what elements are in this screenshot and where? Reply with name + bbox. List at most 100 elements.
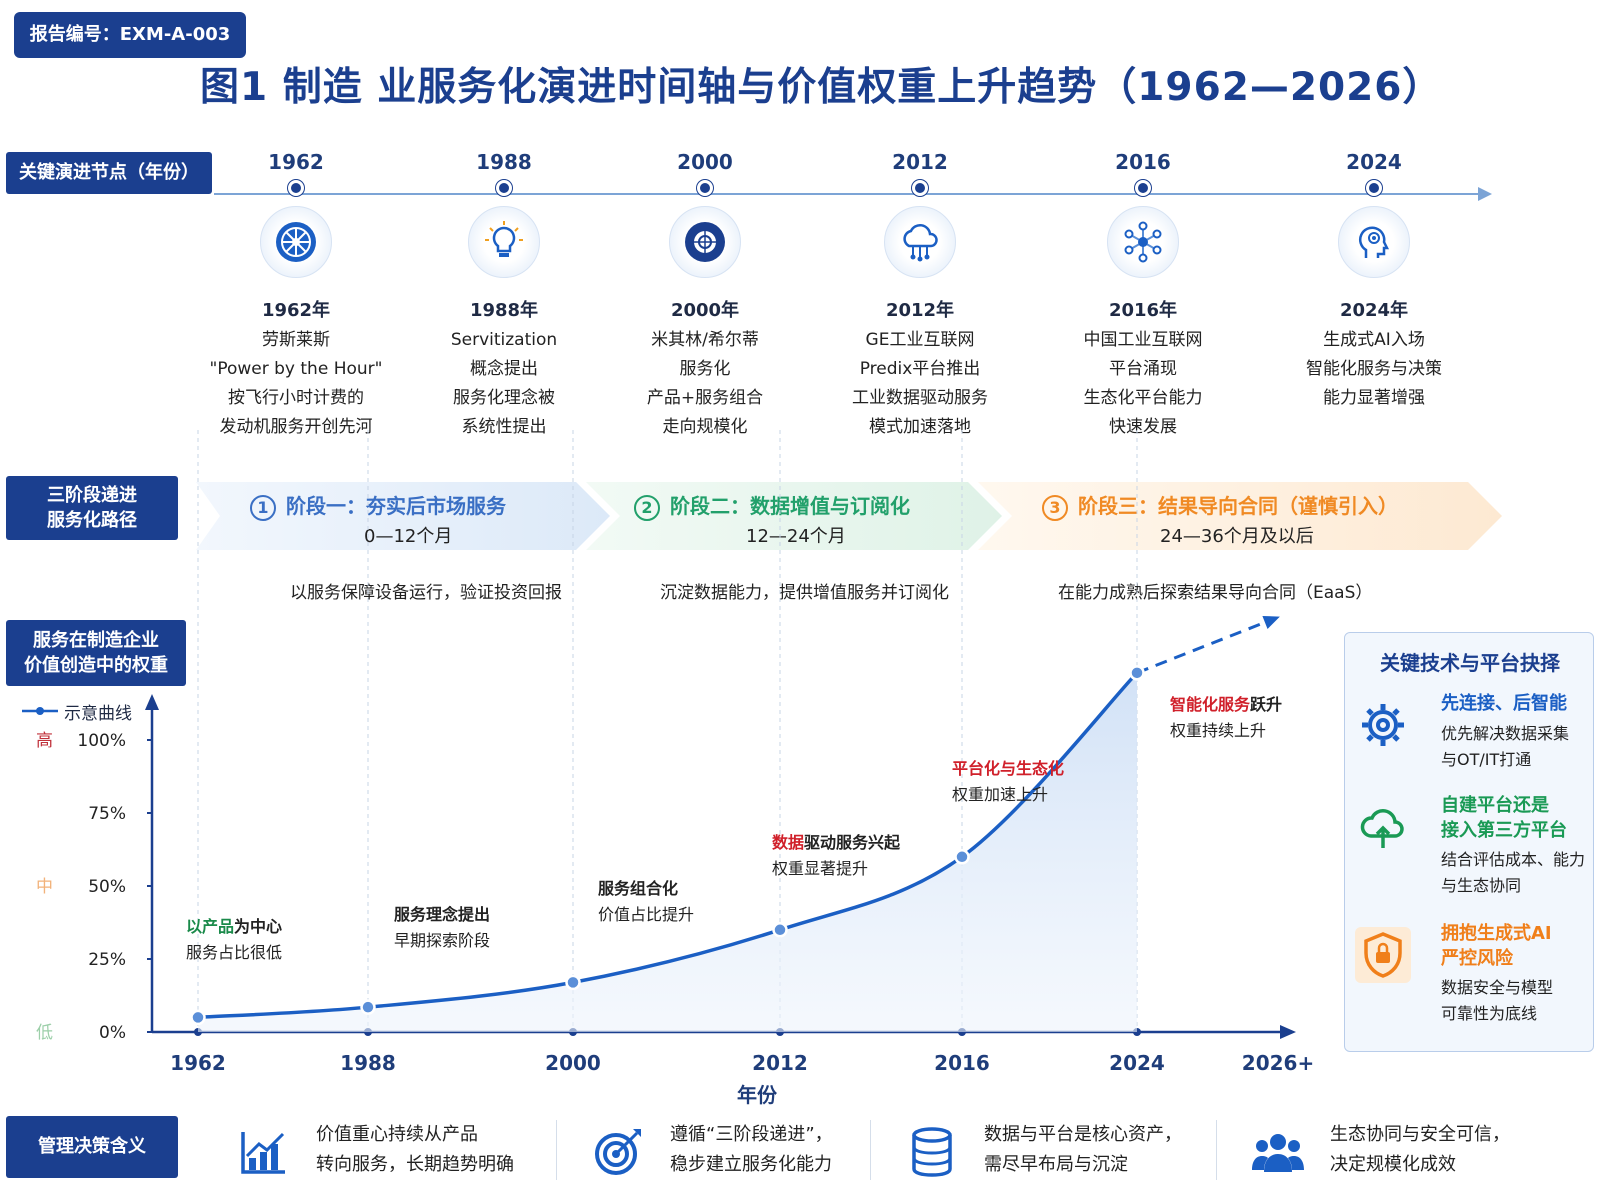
management-section-label: 管理决策含义 <box>6 1116 178 1178</box>
node-title: 2016年 <box>1108 300 1178 321</box>
jet-engine-icon <box>260 206 332 278</box>
stage-number-badge: 3 <box>1042 495 1068 521</box>
chart-annotation-3: 服务组合化 价值占比提升 <box>598 879 695 924</box>
chart-annotation-1: 以产品为中心 服务占比很低 <box>186 917 283 962</box>
report-number-tag: 报告编号：EXM-A-003 <box>14 12 246 58</box>
data-point-1962 <box>190 1009 206 1026</box>
gear-icon <box>1355 697 1411 753</box>
timeline-node-1962: 1962 1962年 劳斯莱斯 "Power by the Hour" 按飞行小时计… <box>186 150 406 437</box>
timeline-axis-arrow <box>1478 187 1492 201</box>
page-title: 图1 制造 业服务化演进时间轴与价值权重上升趋势（1962—2026） <box>200 65 1443 110</box>
series-line <box>197 671 1139 1020</box>
node-description: 劳斯莱斯 "Power by the Hour" 按飞行小时计费的 发动机服务开创先河 <box>209 330 383 437</box>
y-level-label-high: 高 <box>36 731 53 751</box>
stage-number-badge: 1 <box>250 495 276 521</box>
chart-section-label: 服务在制造企业 价值创造中的权重 <box>6 620 186 686</box>
tech-item-description: 数据安全与模型 可靠性为底线 <box>1441 978 1554 1023</box>
data-point-2012 <box>772 922 788 938</box>
node-title: 1988年 <box>469 300 539 321</box>
node-description: GE工业互联网 Predix平台推出 工业数据驱动服务 模式加速落地 <box>852 330 988 437</box>
stage-1-arrow <box>196 482 610 550</box>
timeline-node-1988: 1988 1988年 Servitization 概念提出 服务化理念被 系统性提出 <box>394 150 614 437</box>
stage-number-badge: 2 <box>634 495 660 521</box>
database-icon <box>904 1124 960 1180</box>
node-description: 米其林/希尔蒂 服务化 产品+服务组合 走向规模化 <box>646 330 764 437</box>
node-description: 中国工业互联网 平台涌现 生态化平台能力 快速发展 <box>1083 330 1203 437</box>
y-axis-arrow <box>145 694 159 710</box>
target-icon <box>590 1124 646 1180</box>
stage-3-arrow <box>978 482 1502 550</box>
timeline-node-2024: 2024 2024年 生成式AI入场 智能化服务与决策 能力显著增强 <box>1264 150 1484 408</box>
divider <box>556 1120 557 1180</box>
timeline-node-2016: 2016 2016年 中国工业互联网 平台涌现 生态化平台能力 快速发展 <box>1033 150 1253 437</box>
data-point-2016 <box>954 849 970 865</box>
timeline-node-2012: 2012 2012年 GE工业互联网 Predix平台推出 工业数据驱动服务 模式加速… <box>810 150 1030 437</box>
growth-chart-icon <box>236 1124 292 1180</box>
divider <box>870 1120 871 1180</box>
people-icon <box>1250 1124 1306 1180</box>
y-tick-label: 0% <box>99 1023 126 1043</box>
data-point-2024 <box>1129 665 1145 681</box>
x-tick-label: 2000 <box>545 1051 601 1075</box>
lightbulb-icon <box>468 206 540 278</box>
chart-annotation-5: 平台化与生态化 权重加速上升 <box>952 759 1065 804</box>
tech-item-description: 结合评估成本、能力 与生态协同 <box>1441 850 1586 895</box>
x-tick-label: 1962 <box>170 1051 226 1075</box>
cloud-upload-icon <box>1355 799 1411 855</box>
data-point-1988 <box>360 999 376 1015</box>
management-item-data-assets: 数据与平台是核心资产， 需尽早布局与沉淀 <box>904 1120 1214 1190</box>
stage-3: 3 阶段三：结果导向合同（谨慎引入） 24—36个月及以后 <box>1008 484 1498 548</box>
y-level-label-low: 低 <box>36 1023 53 1043</box>
tech-platform-panel: 关键技术与平台抉择 先连接、后智能 优先解决数据采集 与OT/IT打通 自建平台… <box>1344 632 1594 1052</box>
chart-annotation-2: 服务理念提出 早期探索阶段 <box>394 905 491 950</box>
tech-item-genai-risk: 拥抱生成式AI 严控风险 数据安全与模型 可靠性为底线 <box>1355 921 1591 1041</box>
management-item-text: 遵循“三阶段递进”， 稳步建立服务化能力 <box>670 1124 833 1175</box>
chart-annotation-4: 数据驱动服务兴起 权重显著提升 <box>772 833 901 878</box>
stage-2-arrow <box>586 482 1002 550</box>
timeline-node-2000: 2000 2000年 米其林/希尔蒂 服务化 产品+服务组合 走向规模化 <box>595 150 815 437</box>
cloud-network-icon <box>884 206 956 278</box>
y-tick-label: 75% <box>88 804 126 824</box>
node-description: Servitization 概念提出 服务化理念被 系统性提出 <box>450 330 558 437</box>
shield-lock-icon <box>1355 927 1411 983</box>
data-point-2000 <box>565 974 581 991</box>
stages-section-label: 三阶段递进 服务化路径 <box>6 476 178 540</box>
node-title: 2000年 <box>670 300 740 321</box>
node-dot <box>1135 180 1151 196</box>
x-tick-label: 2026+ <box>1242 1051 1314 1075</box>
stage-duration: 24—36个月及以后 <box>1160 526 1314 547</box>
y-tick-label: 25% <box>88 950 126 970</box>
x-tick-label: 1988 <box>340 1051 396 1075</box>
chart-legend: 示意曲线 <box>22 700 132 724</box>
timeline-section-label: 关键演进节点（年份） <box>6 152 212 194</box>
management-item-text: 价值重心持续从产品 转向服务，长期趋势明确 <box>316 1124 514 1175</box>
stage-2-description: 沉淀数据能力，提供增值服务并订阅化 <box>660 583 949 603</box>
tire-icon <box>669 206 741 278</box>
tech-item-title: 拥抱生成式AI 严控风险 <box>1441 923 1552 969</box>
node-dot <box>496 180 512 196</box>
tech-panel-title: 关键技术与平台抉择 <box>1380 651 1560 675</box>
stage-title: 阶段二：数据增值与订阅化 <box>670 494 910 518</box>
stage-1: 1 阶段一：夯实后市场服务 0—12个月 <box>196 484 606 548</box>
stage-duration: 12—24个月 <box>746 526 846 547</box>
management-item-text: 数据与平台是核心资产， 需尽早布局与沉淀 <box>984 1124 1182 1175</box>
node-dot <box>912 180 928 196</box>
x-axis-arrow <box>1280 1025 1296 1039</box>
node-title: 1962年 <box>261 300 331 321</box>
y-tick-label: 100% <box>77 731 126 751</box>
tech-item-connect-first: 先连接、后智能 优先解决数据采集 与OT/IT打通 <box>1355 691 1591 801</box>
tech-item-description: 优先解决数据采集 与OT/IT打通 <box>1441 724 1570 769</box>
x-tick-label: 2024 <box>1109 1051 1165 1075</box>
node-year: 2012 <box>892 150 948 174</box>
divider <box>1216 1120 1217 1180</box>
legend-line-swatch <box>22 707 58 715</box>
legend-label: 示意曲线 <box>64 703 132 724</box>
node-dot <box>697 180 713 196</box>
x-axis-label: 年份 <box>737 1083 778 1107</box>
y-level-label-mid: 中 <box>36 877 53 897</box>
stage-duration: 0—12个月 <box>364 526 453 547</box>
tech-item-title: 先连接、后智能 <box>1441 693 1567 714</box>
node-year: 2000 <box>677 150 733 174</box>
node-title: 2012年 <box>885 300 955 321</box>
